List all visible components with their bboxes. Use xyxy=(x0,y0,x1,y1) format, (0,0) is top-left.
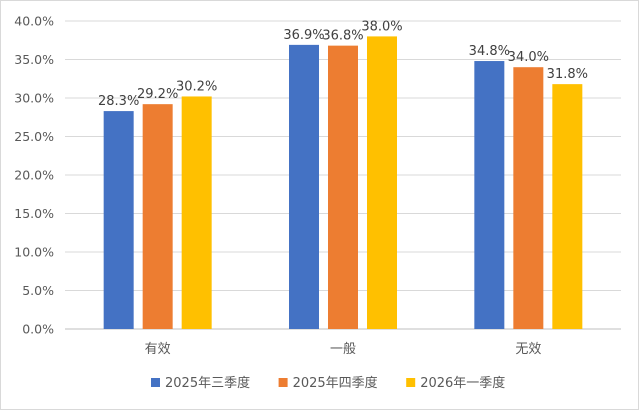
y-tick-label: 25.0% xyxy=(14,129,54,144)
legend-label: 2026年一季度 xyxy=(420,375,505,391)
y-tick-label: 35.0% xyxy=(14,52,54,67)
bar xyxy=(474,61,505,329)
data-label: 31.8% xyxy=(547,67,588,82)
data-label: 36.8% xyxy=(322,29,363,44)
data-label: 34.0% xyxy=(508,50,549,65)
x-tick-label: 有效 xyxy=(145,342,171,357)
data-label: 29.2% xyxy=(137,87,178,102)
y-tick-label: 0.0% xyxy=(22,322,54,337)
data-label: 38.0% xyxy=(361,19,402,34)
bar xyxy=(367,36,397,330)
bar xyxy=(142,104,173,329)
bar xyxy=(181,96,212,330)
data-label: 36.9% xyxy=(283,28,324,43)
y-tick-label: 15.0% xyxy=(14,206,54,221)
bar xyxy=(552,84,583,329)
y-tick-label: 40.0% xyxy=(14,14,54,29)
data-label: 34.8% xyxy=(469,44,510,59)
bar xyxy=(289,44,319,330)
legend-swatch xyxy=(278,378,288,387)
bar xyxy=(513,67,544,329)
data-label: 28.3% xyxy=(98,94,139,109)
legend-label: 2025年三季度 xyxy=(165,375,250,391)
y-tick-label: 5.0% xyxy=(22,283,54,298)
data-label: 30.2% xyxy=(176,79,217,94)
x-tick-label: 无效 xyxy=(515,342,541,357)
y-tick-label: 20.0% xyxy=(14,168,54,183)
bar xyxy=(103,111,134,329)
y-tick-label: 10.0% xyxy=(14,245,54,260)
legend-swatch xyxy=(151,378,160,387)
legend-swatch xyxy=(406,378,416,387)
y-tick-label: 30.0% xyxy=(14,91,54,106)
bar xyxy=(328,45,358,329)
x-tick-label: 一般 xyxy=(330,341,356,357)
legend-label: 2025年四季度 xyxy=(293,375,378,391)
